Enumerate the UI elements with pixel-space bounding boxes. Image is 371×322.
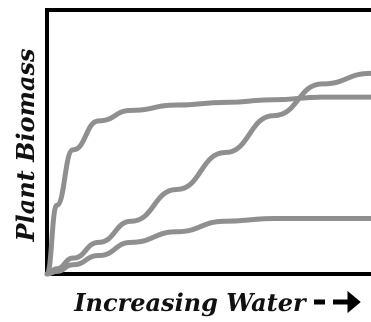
axis-frame — [45, 8, 371, 276]
arrow-head — [347, 290, 361, 314]
series-line-2 — [44, 70, 371, 277]
arrow-right-icon — [314, 290, 361, 314]
y-axis-label: Plant Biomass — [11, 48, 40, 242]
series-line-3 — [44, 216, 371, 277]
series-line-1 — [44, 94, 371, 277]
plot-area — [44, 8, 371, 277]
x-axis-label: Increasing Water — [73, 288, 308, 317]
series-layer — [44, 70, 371, 277]
